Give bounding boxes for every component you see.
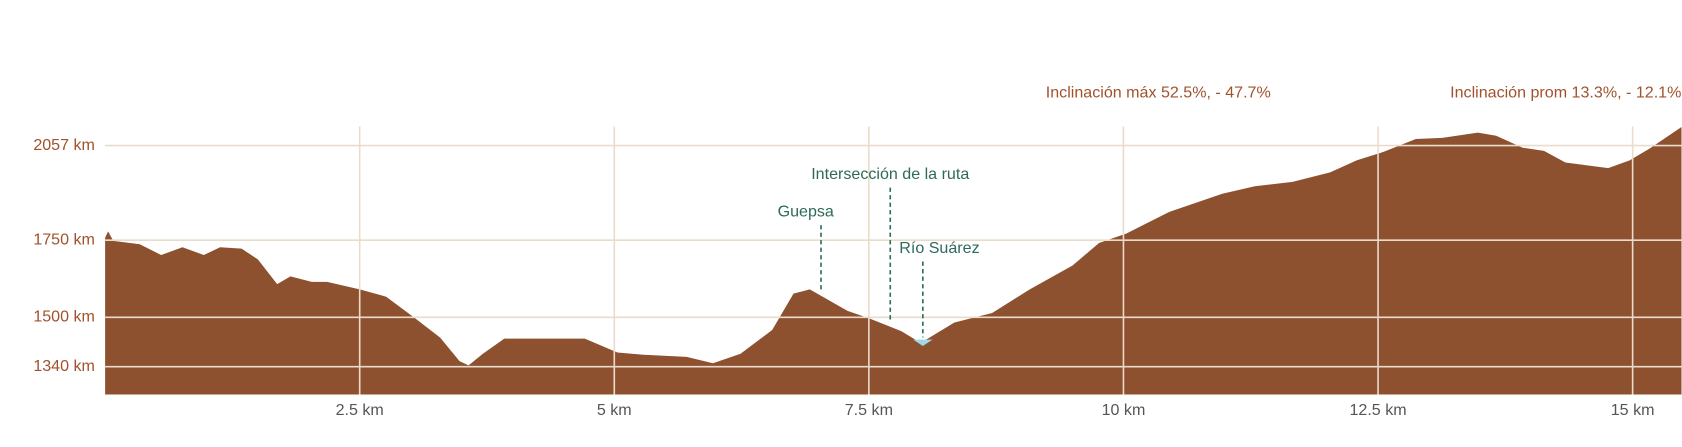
annotation: Guepsa: [778, 202, 834, 220]
elevation-area: [105, 127, 1682, 395]
river: [913, 339, 933, 347]
x-tick-label: 12.5 km: [1349, 401, 1406, 419]
y-tick-label: 1500 km: [33, 308, 95, 326]
y-tick-label: 1750 km: [33, 230, 95, 248]
annotation: Río Suárez: [899, 239, 979, 257]
y-tick-label: 1340 km: [33, 357, 95, 375]
note: Inclinación prom 13.3%, - 12.1%: [1450, 84, 1681, 102]
annotation: Intersección de la ruta: [811, 165, 969, 183]
x-tick-label: 15 km: [1611, 401, 1655, 419]
x-tick-label: 2.5 km: [336, 401, 384, 419]
x-tick-label: 5 km: [597, 401, 632, 419]
note: Inclinación máx 52.5%, - 47.7%: [1046, 84, 1271, 102]
x-tick-label: 10 km: [1102, 401, 1146, 419]
y-tick-label: 2057 km: [33, 136, 95, 154]
x-tick-label: 7.5 km: [845, 401, 893, 419]
